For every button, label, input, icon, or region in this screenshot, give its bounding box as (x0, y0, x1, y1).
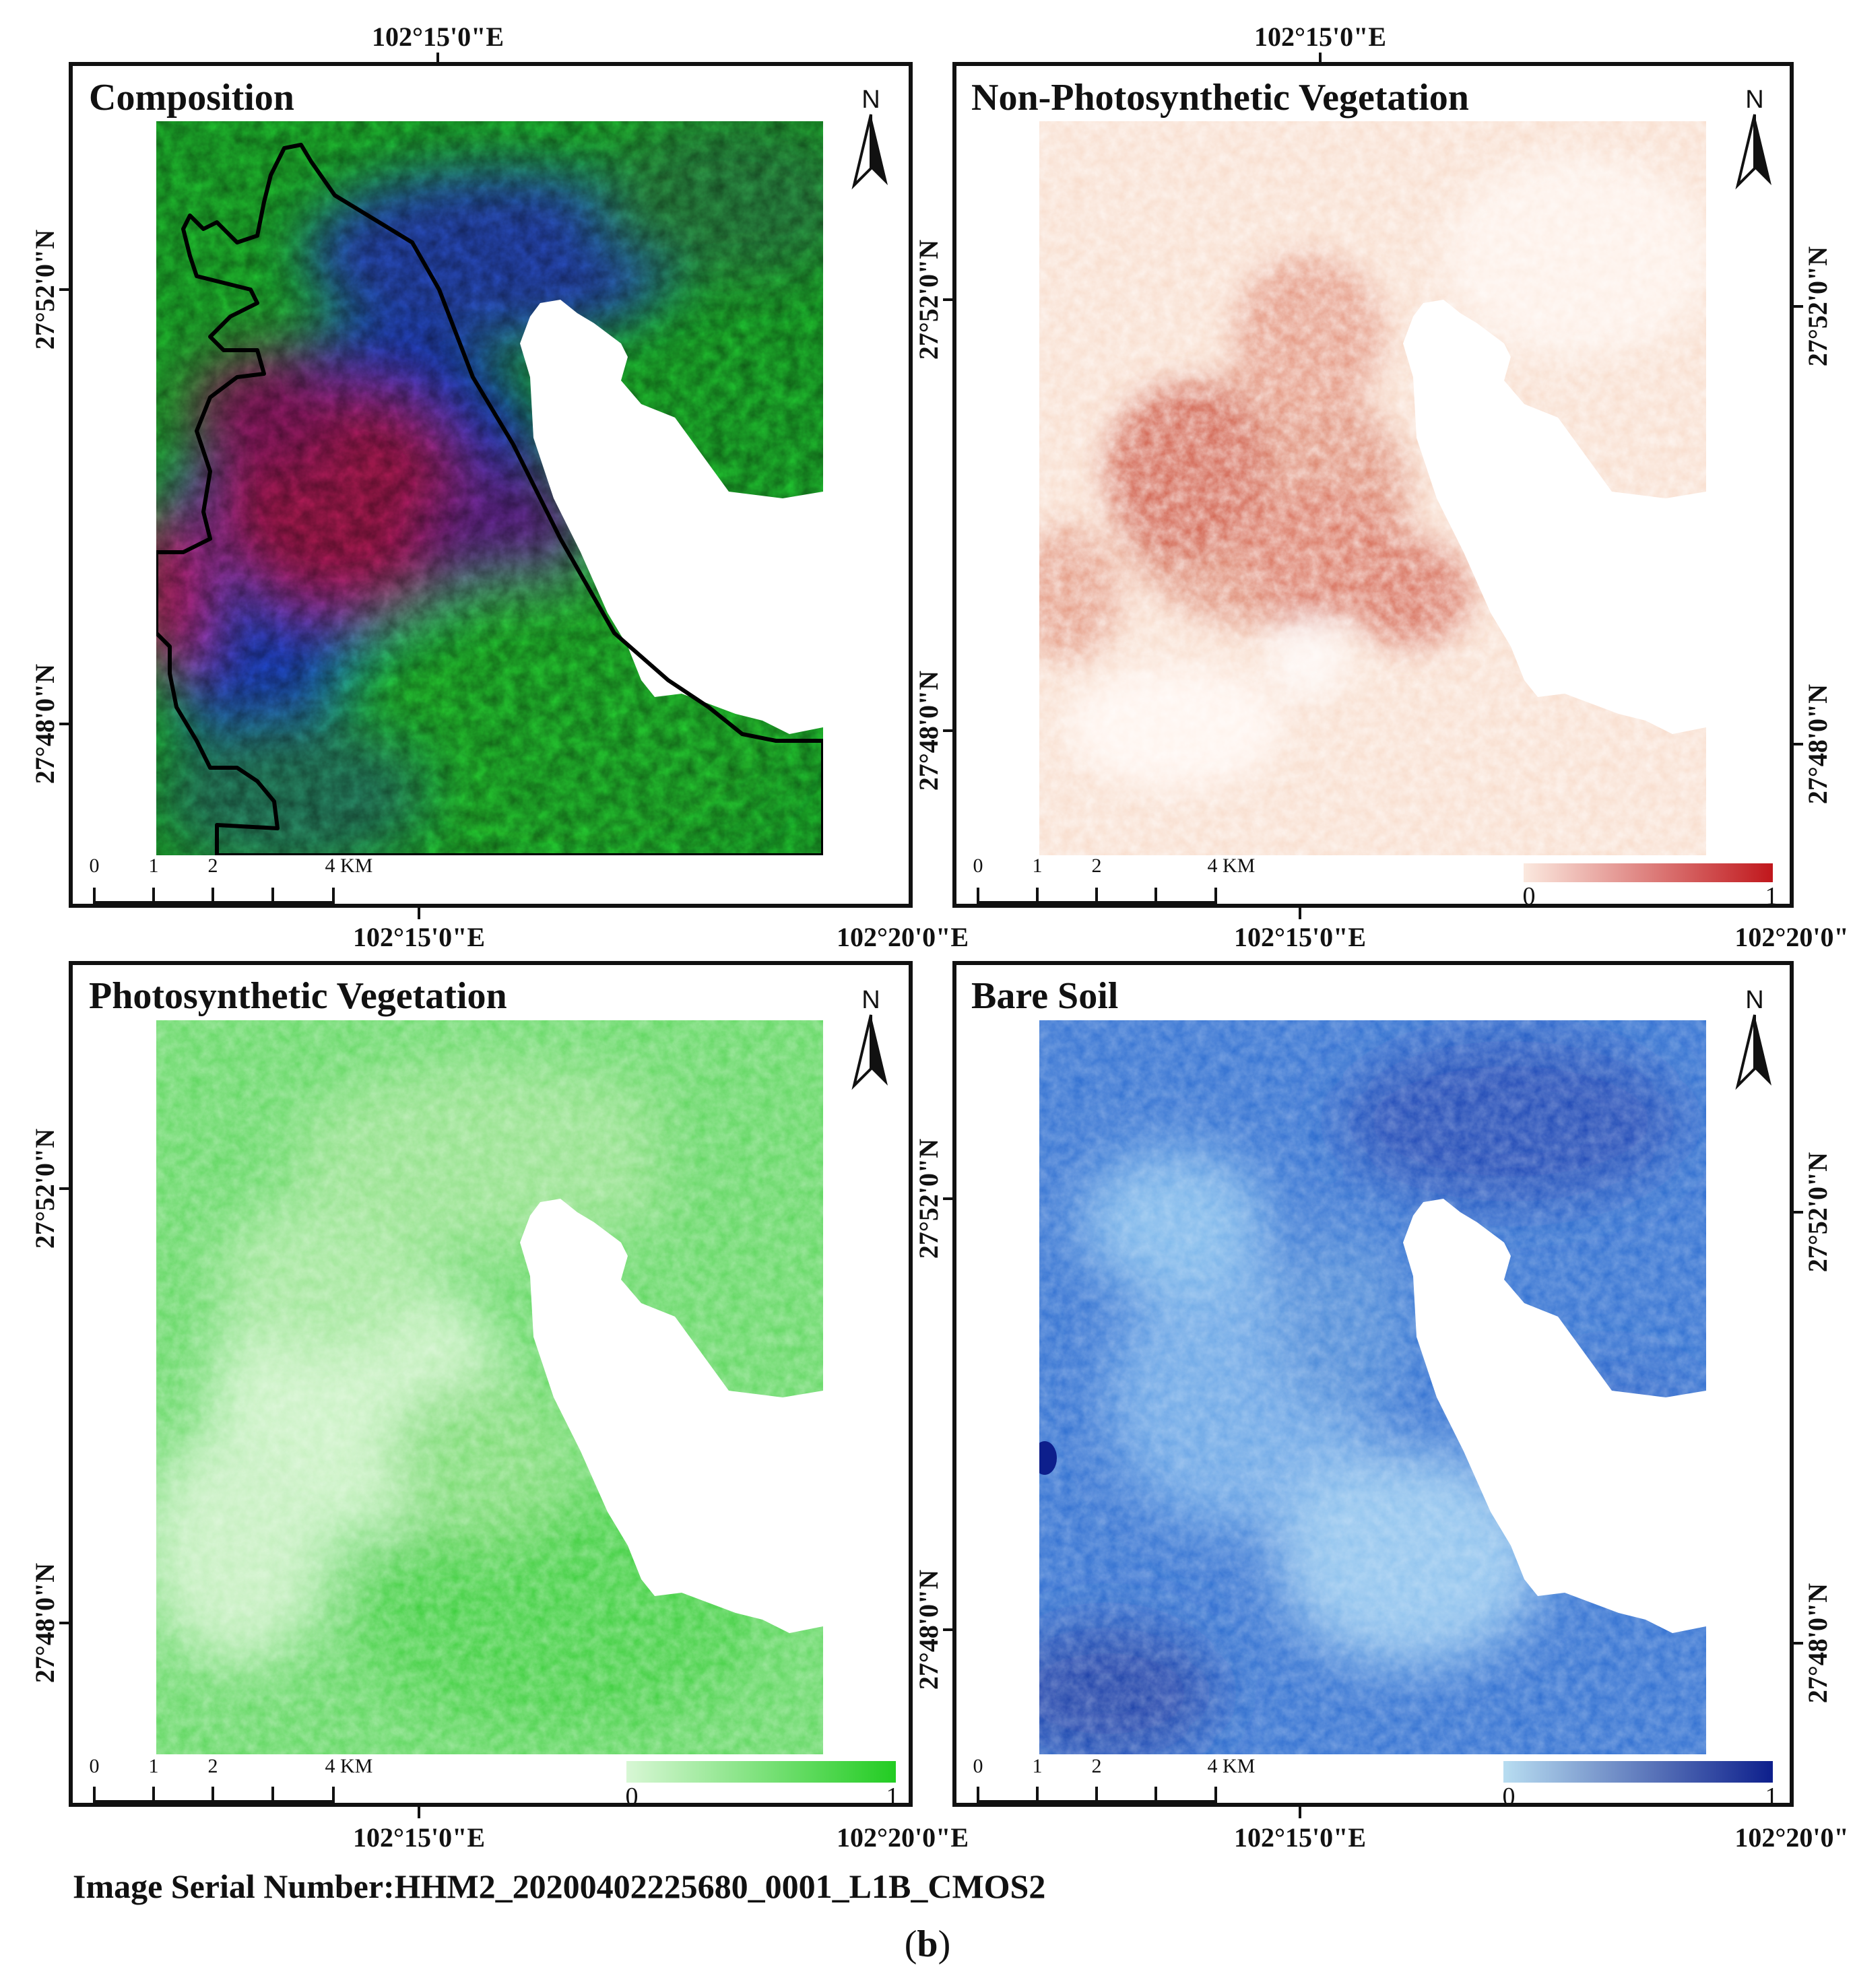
left-lat-label-2: 27°48'0"N (30, 664, 60, 784)
svg-text:4: 4 (1208, 1755, 1218, 1777)
left-lat-label-1: 27°52'0"N (30, 1129, 60, 1249)
svg-text:1: 1 (886, 1783, 899, 1811)
svg-text:KM: KM (340, 1755, 372, 1777)
sublabel-open: ( (905, 1923, 917, 1965)
svg-text:1: 1 (1765, 1783, 1778, 1811)
image-serial-caption: Image Serial Number:HHM2_20200402225680_… (73, 1867, 1045, 1905)
bottom-lon-label-1: 102°15'0"E (353, 922, 485, 952)
svg-text:4: 4 (325, 855, 335, 877)
svg-text:4: 4 (325, 1755, 335, 1777)
svg-text:1: 1 (1033, 1755, 1043, 1777)
svg-text:0: 0 (973, 855, 983, 877)
left-lat-label-1: 27°52'0"N (913, 1139, 944, 1259)
svg-text:1: 1 (1765, 882, 1778, 910)
sublabel-letter: b (917, 1923, 938, 1965)
left-lat-label-1: 27°52'0"N (30, 230, 60, 350)
svg-text:0: 0 (90, 855, 100, 877)
figure-sublabel: (b) (905, 1923, 950, 1965)
panel-title: Non-Photosynthetic Vegetation (971, 77, 1469, 119)
bottom-lon-label-1: 102°15'0"E (1234, 922, 1366, 952)
svg-text:2: 2 (208, 1755, 218, 1777)
bottom-lon-label-2: 102°20'0" (1734, 922, 1848, 952)
scale-bar: 0 1 2 4 KM (90, 1755, 372, 1803)
svg-text:1: 1 (1033, 855, 1043, 877)
panel-pv: Photosynthetic Vegetation N 0 1 2 4 KM 0… (30, 961, 969, 1853)
bottom-lon-label-1: 102°15'0"E (1234, 1822, 1366, 1853)
map-image-pv (156, 1020, 823, 1754)
svg-text:0: 0 (626, 1783, 639, 1811)
legend-ramp (1524, 863, 1773, 882)
svg-text:1: 1 (149, 1755, 159, 1777)
svg-text:0: 0 (973, 1755, 983, 1777)
bottom-lon-label-1: 102°15'0"E (353, 1822, 485, 1853)
svg-text:KM: KM (1223, 855, 1255, 877)
panel-title: Composition (89, 77, 294, 119)
left-lat-label-2: 27°48'0"N (913, 671, 944, 791)
svg-text:N: N (1745, 86, 1763, 114)
scale-bar: 0 1 2 4 KM (973, 855, 1255, 904)
panel-title: Photosynthetic Vegetation (89, 975, 507, 1017)
north-arrow-icon: N (1735, 986, 1771, 1090)
color-legend: 0 1 (1523, 863, 1778, 910)
svg-text:N: N (861, 986, 880, 1014)
sublabel-close: ) (938, 1923, 951, 1965)
panel-bare-soil: Bare Soil N 0 1 2 4 KM 0 1 102°15'0"E 10… (913, 961, 1849, 1853)
svg-text:2: 2 (1092, 1755, 1102, 1777)
svg-text:N: N (861, 86, 880, 114)
left-lat-label-2: 27°48'0"N (30, 1563, 60, 1683)
map-image-npv (1039, 121, 1706, 855)
bottom-lon-label-2: 102°20'0"E (837, 1822, 969, 1853)
north-arrow-icon: N (851, 86, 888, 190)
scale-bar: 0 1 2 4 KM (973, 1755, 1255, 1803)
right-lat-label-2: 27°48'0"N (1802, 1583, 1833, 1703)
left-lat-label-2: 27°48'0"N (913, 1570, 944, 1690)
study-area-boundary (156, 143, 823, 855)
north-arrow-icon: N (1735, 86, 1771, 190)
legend-ramp (1503, 1761, 1773, 1783)
right-lat-label-2: 27°48'0"N (1802, 684, 1833, 804)
color-legend: 0 1 (1503, 1761, 1778, 1811)
right-lat-label-1: 27°52'0"N (1802, 246, 1833, 366)
bottom-lon-label-2: 102°20'0" (1734, 1822, 1848, 1853)
svg-text:N: N (1745, 986, 1763, 1014)
map-image-bare-soil (1039, 1020, 1706, 1754)
svg-text:0: 0 (1523, 882, 1536, 910)
north-arrow-icon: N (851, 986, 888, 1090)
scale-bar: 0 1 2 4 KM (90, 855, 372, 904)
color-legend: 0 1 (626, 1761, 899, 1811)
map-image-composition (156, 121, 823, 855)
svg-text:0: 0 (1503, 1783, 1516, 1811)
top-lon-label: 102°15'0"E (1254, 22, 1386, 52)
left-lat-label-1: 27°52'0"N (913, 240, 944, 360)
panel-npv: Non-Photosynthetic Vegetation N 0 1 2 4 … (913, 22, 1849, 952)
svg-text:4: 4 (1208, 855, 1218, 877)
bottom-lon-label-2: 102°20'0"E (837, 922, 969, 952)
svg-text:2: 2 (1092, 855, 1102, 877)
legend-ramp (626, 1761, 896, 1783)
svg-text:1: 1 (149, 855, 159, 877)
svg-text:0: 0 (90, 1755, 100, 1777)
panel-title: Bare Soil (971, 975, 1118, 1017)
svg-text:KM: KM (1223, 1755, 1255, 1777)
panel-composition: Composition N 0 1 2 4 KM 102°15'0"E 102°… (30, 22, 969, 952)
svg-text:2: 2 (208, 855, 218, 877)
top-lon-label: 102°15'0"E (372, 22, 504, 52)
right-lat-label-1: 27°52'0"N (1802, 1152, 1833, 1272)
svg-text:KM: KM (340, 855, 372, 877)
